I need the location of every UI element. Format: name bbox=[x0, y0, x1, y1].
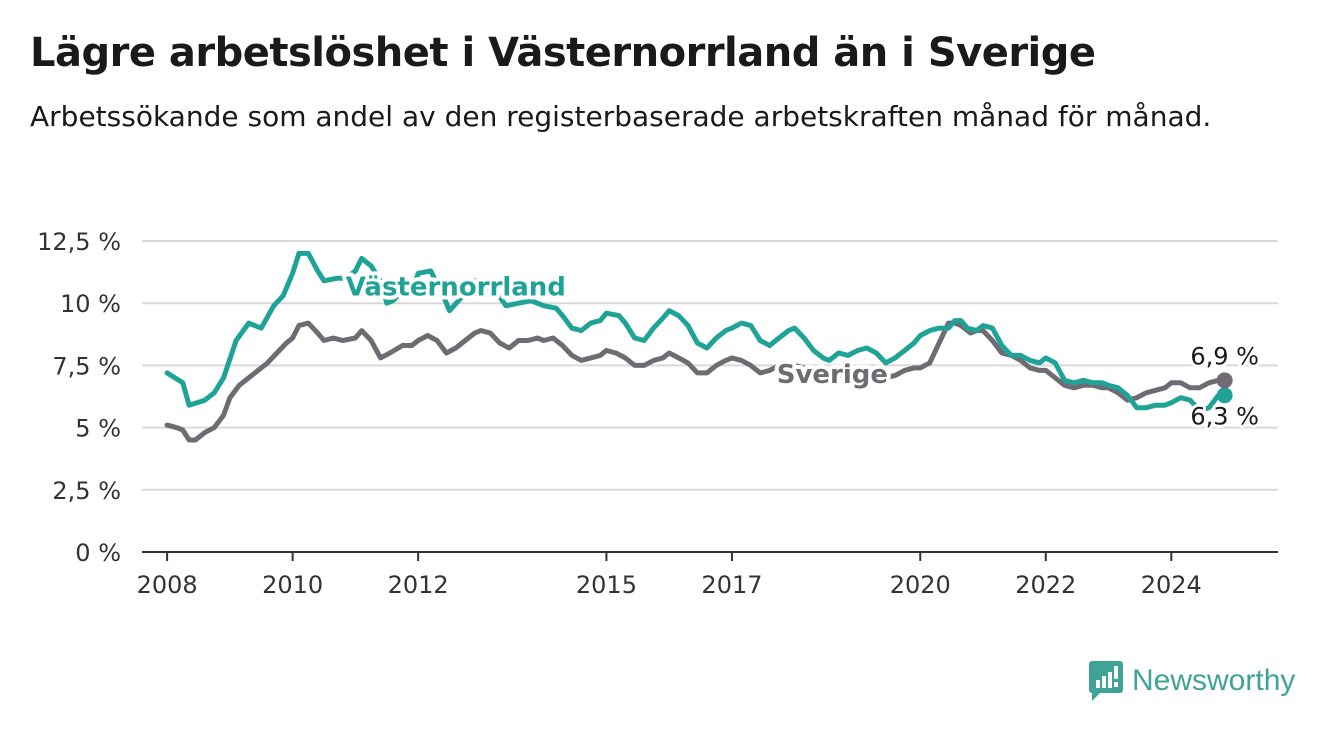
x-tick-label: 2017 bbox=[701, 571, 762, 599]
x-tick-label: 2022 bbox=[1015, 571, 1076, 599]
newsworthy-logo-icon bbox=[1089, 661, 1123, 701]
y-tick-label: 5 % bbox=[75, 415, 121, 443]
series-end-dot bbox=[1216, 387, 1233, 404]
series-label-halo: Sverige bbox=[777, 360, 888, 390]
x-tick-label: 2012 bbox=[388, 571, 449, 599]
series-label: Västernorrland bbox=[346, 273, 566, 303]
series-label: Sverige bbox=[777, 360, 888, 390]
page-subtitle: Arbetssökande som andel av den registerb… bbox=[30, 100, 1212, 133]
y-tick-label: 0 % bbox=[75, 539, 121, 567]
x-tick-label: 2010 bbox=[262, 571, 323, 599]
x-tick-label: 2015 bbox=[576, 571, 637, 599]
series-line-vasternorrland bbox=[164, 250, 1228, 413]
series-end-label-halo: 6,9 % bbox=[1190, 342, 1259, 370]
x-tick-label: 2020 bbox=[890, 571, 951, 599]
newsworthy-logo: Newsworthy bbox=[1088, 660, 1295, 702]
newsworthy-logo-text: Newsworthy bbox=[1132, 664, 1296, 697]
series-end-dot bbox=[1216, 372, 1233, 389]
y-tick-label: 12,5 % bbox=[37, 228, 121, 256]
series-end-label: 6,9 % bbox=[1190, 342, 1259, 370]
y-tick-label: 10 % bbox=[60, 290, 121, 318]
y-tick-label: 2,5 % bbox=[52, 477, 121, 505]
series-end-label: 6,3 % bbox=[1190, 402, 1259, 430]
series-end-label-halo: 6,3 % bbox=[1190, 402, 1259, 430]
x-tick-label: 2008 bbox=[137, 571, 198, 599]
series-line-sverige bbox=[164, 320, 1228, 443]
series-label-halo: Västernorrland bbox=[346, 273, 566, 303]
x-tick-label: 2024 bbox=[1141, 571, 1202, 599]
y-tick-label: 7,5 % bbox=[52, 352, 121, 380]
page-title: Lägre arbetslöshet i Västernorrland än i… bbox=[30, 30, 1096, 76]
